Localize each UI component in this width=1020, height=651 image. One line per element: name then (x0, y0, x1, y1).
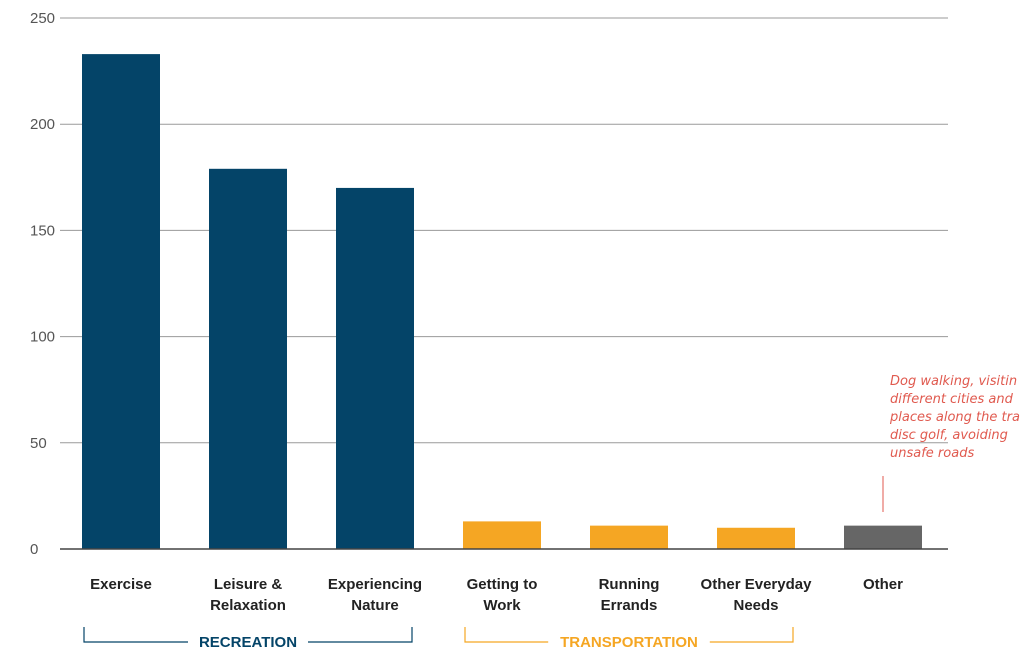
x-tick-label: Getting to Work (467, 576, 538, 614)
other-annotation: Dog walking, visitin different cities and… (882, 374, 1020, 512)
x-tick-label: Experiencing Nature (328, 576, 422, 614)
bar (717, 527, 795, 549)
group-label: TRANSPORTATION (560, 634, 698, 651)
y-tick-label: 100 (30, 329, 55, 346)
bar (209, 168, 287, 549)
x-tick-label: Other Everyday Needs (701, 576, 813, 614)
y-axis-ticks: 0 50 100 150 200 250 (30, 10, 55, 558)
x-tick-label: Leisure & Relaxation (210, 576, 286, 614)
y-tick-label: 50 (30, 435, 47, 452)
x-tick-label: Exercise (90, 576, 152, 593)
x-tick-label: Other (863, 576, 903, 593)
bar (463, 521, 541, 549)
group-bracket: RECREATION (83, 627, 413, 651)
bar (844, 525, 922, 549)
gridlines (60, 17, 948, 444)
annotation-text: Dog walking, visitin different cities and… (889, 374, 1020, 461)
x-tick-label: Running Errands (599, 576, 660, 614)
bars (82, 54, 922, 550)
bar (336, 187, 414, 550)
group-label: RECREATION (199, 634, 297, 651)
y-tick-label: 250 (30, 10, 55, 27)
bar (590, 525, 668, 549)
y-tick-label: 0 (30, 541, 38, 558)
y-tick-label: 200 (30, 116, 55, 133)
y-tick-label: 150 (30, 222, 55, 239)
group-bracket: TRANSPORTATION (464, 627, 794, 651)
bar (82, 54, 160, 549)
x-axis-categories: Exercise Leisure & Relaxation Experiencing N… (90, 576, 903, 614)
category-groups: RECREATION TRANSPORTATION (83, 627, 794, 651)
